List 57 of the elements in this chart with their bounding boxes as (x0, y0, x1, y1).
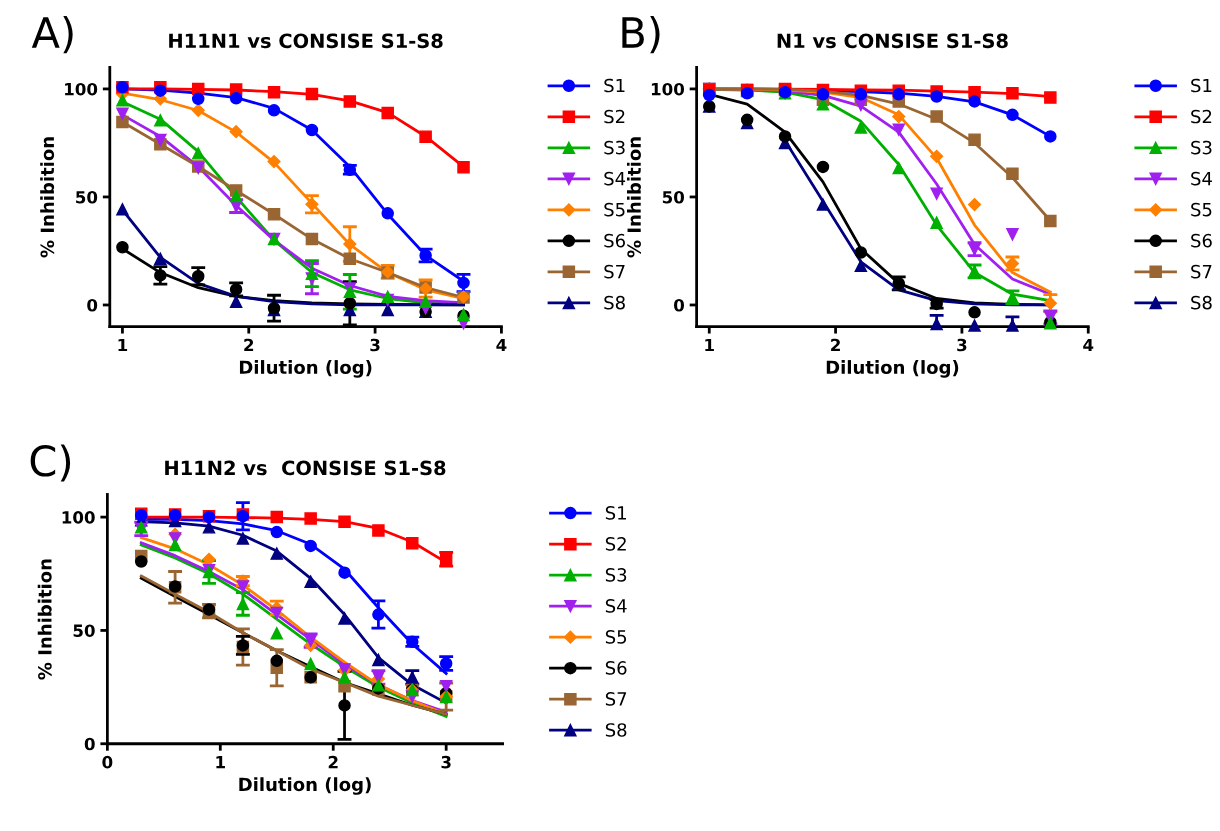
x-tick-label: 3 (370, 338, 380, 352)
legend-label: S7 (605, 692, 627, 706)
y-tick-label: 50 (76, 190, 98, 204)
legend-label: S6 (605, 661, 627, 675)
legend-label: S2 (1191, 109, 1212, 124)
text: A) (31, 16, 73, 54)
legend-label: S5 (605, 630, 627, 644)
y-tick-label: 0 (674, 298, 685, 312)
x-tick-label: 4 (1083, 338, 1094, 352)
x-axis-title: Dilution (log) (239, 777, 371, 795)
x-axis-title: Dilution (log) (826, 360, 959, 378)
y-tick-label: 100 (65, 82, 98, 96)
chart-title: H11N1 vs CONSISE S1-S8 (169, 33, 443, 49)
x-tick-label: 1 (705, 338, 714, 352)
y-tick-label: 0 (87, 298, 98, 312)
legend-label: S3 (605, 568, 627, 582)
x-tick-label: 1 (118, 338, 128, 352)
legend-label: S8 (605, 723, 627, 737)
text: B) (622, 16, 660, 54)
y-axis-title: % Inhibition (627, 137, 641, 258)
x-tick-label: 2 (244, 338, 254, 352)
x-tick-label: 2 (328, 755, 338, 769)
y-tick-label: 50 (662, 190, 685, 204)
x-tick-label: 3 (441, 755, 451, 769)
legend-label: S5 (1191, 202, 1212, 217)
x-tick-label: 3 (957, 338, 967, 352)
legend-label: S6 (604, 233, 625, 248)
legend-label: S1 (1191, 78, 1212, 93)
legend-label: S1 (604, 78, 625, 93)
x-axis-title: Dilution (log) (239, 360, 372, 378)
legend-label: S7 (604, 264, 625, 279)
legend-label: S1 (605, 506, 626, 520)
legend-label: S8 (1191, 295, 1212, 310)
legend-label: S7 (1191, 264, 1212, 279)
y-tick-label: 0 (84, 737, 95, 751)
legend-label: S2 (605, 537, 626, 551)
x-tick-label: 2 (831, 338, 840, 352)
y-tick-label: 100 (651, 82, 685, 96)
legend-label: S6 (1191, 233, 1212, 248)
y-tick-label: 100 (62, 511, 95, 524)
legend-label: S4 (1191, 171, 1212, 186)
y-tick-label: 50 (73, 624, 95, 637)
legend-label: S5 (604, 202, 625, 217)
y-axis-title: % Inhibition (40, 137, 55, 258)
legend-label: S4 (604, 171, 626, 186)
text: C) (30, 444, 71, 482)
x-tick-label: 1 (216, 756, 225, 769)
legend-label: S3 (604, 140, 625, 155)
chart-title: N1 vs CONSISE S1-S8 (777, 33, 1008, 49)
legend-label: S2 (604, 109, 625, 124)
x-tick-label: 4 (496, 338, 507, 352)
chart-title: H11N2 vs CONSISE S1-S8 (165, 460, 446, 476)
y-axis-title: % Inhibition (37, 559, 52, 680)
x-tick-label: 0 (102, 755, 113, 769)
legend-label: S4 (605, 599, 627, 613)
legend-label: S3 (1191, 140, 1212, 155)
legend-label: S8 (604, 295, 625, 310)
